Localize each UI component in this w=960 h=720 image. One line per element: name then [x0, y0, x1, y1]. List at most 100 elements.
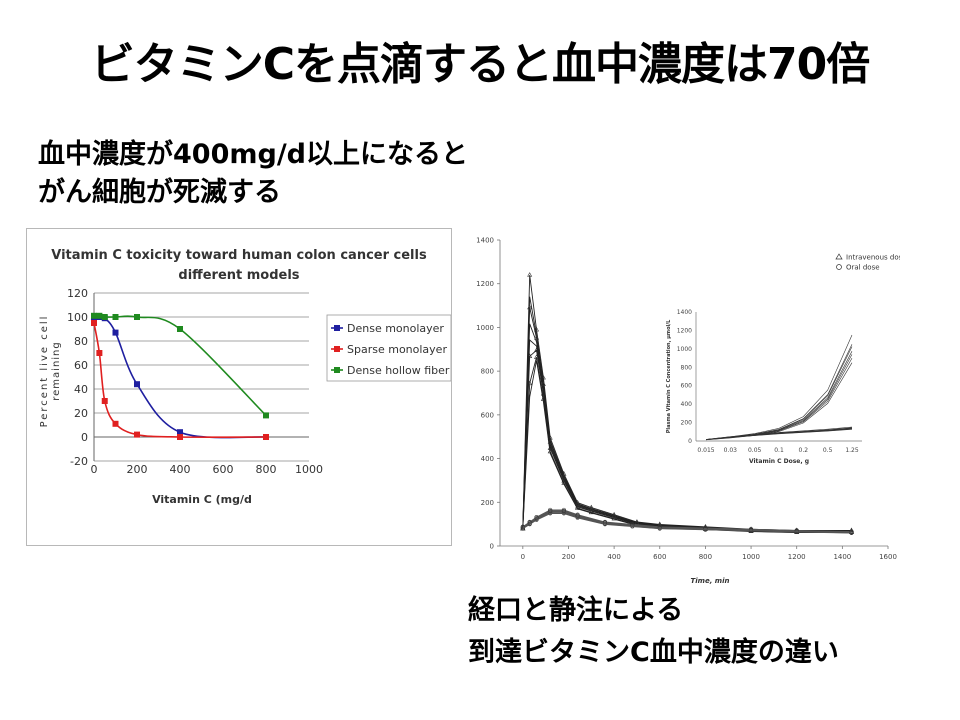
- inset-series-line: [705, 428, 853, 440]
- data-point: [263, 434, 269, 440]
- data-point: [112, 329, 119, 336]
- legend: Dense monolayer Sparse monolayer Dense hol…: [326, 314, 452, 382]
- y-tick-label: 60: [74, 359, 88, 372]
- y-tick-labels: 0 200 400 600 800 1000 1200 1400: [476, 237, 494, 551]
- data-point: [177, 326, 183, 332]
- data-point: [520, 526, 525, 531]
- x-tick-label: 400: [607, 553, 620, 561]
- data-point: [703, 526, 708, 531]
- plasma-chart-frame: 0 200 400 600 800 1000 1200 1400 0 200 400 600 800 1…: [470, 230, 907, 588]
- subheading-line-1: 血中濃度が400mg/d以上になると: [38, 139, 469, 170]
- y-tick-label: 40: [74, 383, 88, 396]
- x-tick-labels: 0 200 400 600 800 1000: [91, 463, 324, 476]
- data-point: [540, 381, 546, 386]
- data-point: [91, 320, 97, 326]
- y-tick-label: 800: [481, 368, 494, 376]
- legend: Intravenous dose Oral dose: [835, 253, 907, 272]
- series-line: [522, 511, 852, 533]
- inset-y-axis-label: Plasma Vitamin C Concentration, μmol/L: [666, 319, 672, 433]
- y-tick-label: 600: [481, 411, 494, 419]
- y-tick-label: 1000: [476, 324, 494, 332]
- legend-marker: [836, 264, 842, 270]
- y-tick-label: 100: [67, 311, 88, 324]
- x-axis-label: Vitamin C (mg/d: [152, 493, 252, 506]
- x-tick-label: 0: [91, 463, 98, 476]
- data-point: [112, 420, 119, 427]
- inset-x-tick-label: 1.25: [845, 447, 859, 454]
- inset-x-tick-label: 0.1: [774, 447, 784, 454]
- data-point: [561, 508, 567, 514]
- data-point: [101, 398, 108, 404]
- data-point: [561, 473, 567, 479]
- y-tick-label: 0: [81, 431, 88, 444]
- x-axis-label: Time, min: [691, 577, 730, 585]
- inset-y-tick-label: 0: [688, 438, 692, 445]
- y-tick-label: 200: [481, 499, 494, 507]
- inset-x-tick-label: 0.03: [724, 447, 738, 454]
- data-point: [177, 434, 183, 440]
- y-tick-label: 1200: [476, 280, 494, 288]
- data-point: [527, 272, 533, 277]
- y-tick-labels: 120 100 80 60 40 20 0 -20: [67, 287, 88, 468]
- x-tick-label: 600: [213, 463, 234, 476]
- inset-series-line: [705, 334, 853, 440]
- y-axis-label-line-2: remaining: [51, 341, 62, 401]
- legend-marker: [334, 325, 340, 331]
- data-point: [96, 312, 103, 319]
- data-point: [263, 412, 269, 419]
- data-point: [527, 304, 533, 310]
- data-point: [134, 314, 140, 320]
- grid-lines: [94, 292, 309, 462]
- inset-chart: 0 200 400 600 800 1000 1200 1400 0.015 0.03 0.05 0.…: [666, 309, 862, 465]
- caption-line-2: 到達ビタミンC血中濃度の違い: [468, 637, 839, 668]
- data-point: [588, 509, 594, 515]
- x-tick-label: 400: [170, 463, 191, 476]
- slide-title: ビタミンCを点滴すると血中濃度は70倍: [90, 39, 871, 90]
- legend-marker: [334, 346, 340, 352]
- data-point: [101, 314, 108, 320]
- inset-x-axis-label: Vitamin C Dose, g: [749, 458, 809, 465]
- legend-marker: [835, 253, 843, 260]
- inset-y-tick-label: 600: [681, 383, 693, 390]
- y-tick-label: 80: [74, 335, 88, 348]
- data-point: [611, 515, 617, 521]
- inset-x-tick-label: 0.05: [748, 447, 762, 454]
- y-tick-label: 0: [490, 543, 494, 551]
- x-tick-label: 200: [562, 553, 575, 561]
- legend-marker: [334, 367, 340, 373]
- plasma-concentration-chart: 0 200 400 600 800 1000 1200 1400 0 200 400 600 800 1…: [476, 237, 907, 586]
- x-tick-label: 1600: [879, 553, 897, 561]
- x-tick-label: 1400: [833, 553, 851, 561]
- data-point: [548, 508, 553, 514]
- data-point: [794, 528, 799, 533]
- legend-box: [326, 314, 452, 382]
- chart-caption: 経口と静注による 到達ビタミンC血中濃度の違い: [468, 590, 839, 674]
- inset-series-line: [705, 344, 853, 440]
- x-tick-label: 800: [256, 463, 277, 476]
- x-tick-label: 1200: [788, 553, 806, 561]
- caption-line-1: 経口と静注による: [468, 595, 684, 626]
- x-tick-label: 1000: [295, 463, 323, 476]
- x-tick-label: 200: [127, 463, 148, 476]
- chart-title-line-1: Vitamin C toxicity toward human colon ca…: [51, 248, 427, 263]
- data-point: [527, 380, 533, 386]
- data-point: [547, 439, 553, 444]
- data-point: [134, 381, 140, 388]
- x-tick-label: 1000: [742, 553, 760, 561]
- subheading-line-2: がん細胞が死滅する: [38, 177, 281, 208]
- legend-label: Dense monolayer: [347, 322, 444, 335]
- legend-label: Sparse monolayer: [347, 343, 447, 356]
- data-point: [534, 335, 540, 340]
- data-point: [112, 314, 119, 320]
- legend-label: Oral dose: [846, 264, 880, 272]
- y-tick-label: -20: [70, 455, 88, 468]
- series-line: [522, 323, 852, 532]
- series-lines: [91, 312, 269, 440]
- series-line: [93, 322, 267, 438]
- data-point: [748, 527, 754, 532]
- legend-label: Intravenous dose: [846, 254, 900, 262]
- inset-y-tick-label: 400: [681, 401, 693, 408]
- y-tick-label: 20: [74, 407, 88, 420]
- data-point: [849, 529, 854, 535]
- series-line: [93, 315, 267, 439]
